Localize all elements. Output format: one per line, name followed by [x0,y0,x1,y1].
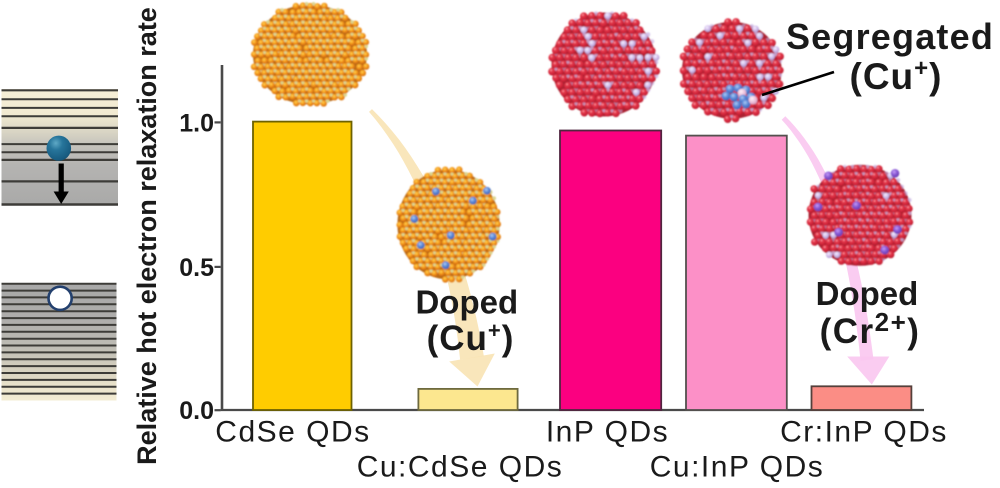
svg-text:(Cu+): (Cu+) [850,55,943,97]
svg-text:Cr:InP QDs: Cr:InP QDs [780,416,948,449]
svg-text:Doped: Doped [415,284,518,321]
svg-text:Cu:CdSe QDs: Cu:CdSe QDs [357,451,564,484]
svg-text:1.0: 1.0 [179,110,214,138]
svg-text:Segregated: Segregated [786,16,994,57]
svg-text:Doped: Doped [816,275,919,312]
svg-text:InP QDs: InP QDs [546,416,669,449]
svg-text:(Cu+): (Cu+) [427,318,515,358]
svg-text:Relative hot electron relaxati: Relative hot electron relaxation rate [132,7,162,465]
svg-text:Cu:InP QDs: Cu:InP QDs [650,451,825,484]
svg-text:0.0: 0.0 [179,397,214,425]
svg-text:0.5: 0.5 [179,254,214,282]
svg-text:CdSe QDs: CdSe QDs [215,416,370,449]
